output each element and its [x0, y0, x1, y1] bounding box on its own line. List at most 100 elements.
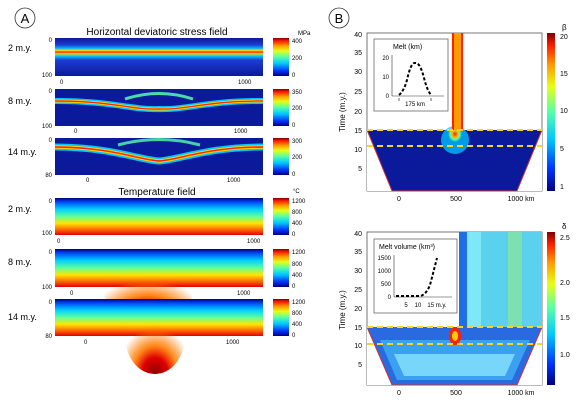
colorbar-tick: 0: [292, 284, 296, 290]
melt-curve: [398, 61, 432, 96]
colorbar-tick: 5: [560, 146, 564, 153]
colorbar-tick: 400: [292, 221, 303, 227]
inset-y-tick: 0: [386, 94, 390, 100]
x-tick: 0: [57, 239, 61, 245]
panel-a: A Horizontal deviatoric stress field MPa…: [8, 7, 311, 374]
y-tick: 30: [354, 69, 362, 76]
colorbar-tick: 0: [292, 172, 296, 178]
inset-y-tick: 1000: [378, 269, 392, 275]
stress-arch: [124, 92, 194, 101]
colorbar-tick: 1.5: [560, 315, 570, 322]
x-tick: 1000: [247, 239, 261, 245]
x-tick: 0: [397, 390, 401, 397]
colorbar-tick: 800: [292, 210, 303, 216]
panel-a-label: A: [21, 11, 30, 26]
x-tick: 0: [60, 80, 64, 86]
colorbar-tick: 1200: [292, 250, 306, 256]
colorbar-tick: 0: [292, 73, 296, 79]
depth-tick: 0: [49, 38, 53, 44]
inset-y-tick: 0: [388, 295, 392, 301]
temperature-colorbar: [273, 198, 289, 235]
y-tick: 40: [354, 231, 362, 238]
stress-colorbar: [273, 138, 289, 175]
stress-field-plot: [55, 38, 263, 76]
colorbar-tick: 400: [292, 322, 303, 328]
delta-column-band: [508, 232, 522, 327]
temperature-colorbar: [273, 249, 289, 287]
panel-b-label: B: [335, 11, 344, 26]
y-axis-label: Time (m.y.): [338, 290, 347, 330]
colorbar-tick: 2.5: [560, 235, 570, 242]
colorbar-tick: 1200: [292, 199, 306, 205]
colorbar-tick: 0: [292, 333, 296, 339]
depth-tick: 100: [42, 124, 53, 130]
inset-x-tick: 5: [404, 303, 408, 309]
x-tick: 1000 km: [508, 390, 535, 397]
beta-plot: 40 35 30 25 20 15 10 5 Time (m.y.) 0 500…: [338, 23, 568, 203]
y-tick: 10: [354, 343, 362, 350]
y-tick: 20: [354, 306, 362, 313]
colorbar-tick: 1.0: [560, 352, 570, 359]
x-tick: 1000: [234, 129, 248, 135]
y-tick: 5: [358, 362, 362, 369]
y-tick: 15: [354, 128, 362, 135]
x-tick: 1000: [227, 178, 241, 184]
temperature-row-2my: 2 m.y. 0 100 0 1000 1200 800 400 0: [8, 198, 306, 245]
row-time-label: 8 m.y.: [8, 96, 32, 106]
colorbar-tick: 2.0: [560, 280, 570, 287]
colorbar-title: β: [562, 23, 567, 32]
x-tick: 1000: [237, 291, 251, 297]
inset-y-tick: 1500: [378, 256, 392, 262]
inset-title: Melt volume (km³): [379, 244, 435, 251]
x-tick: 1000: [238, 80, 252, 86]
x-tick: 0: [84, 340, 88, 346]
colorbar-tick: 200: [292, 155, 303, 161]
depth-tick: 100: [42, 285, 53, 291]
stress-row-8my: 8 m.y. 0 100 0 1000 350 200 0: [8, 89, 303, 135]
delta-column-edge: [459, 232, 467, 327]
stress-title: Horizontal deviatoric stress field: [86, 27, 227, 38]
stress-arch: [117, 138, 201, 147]
colorbar-tick: 300: [292, 139, 303, 145]
depth-tick: 100: [42, 231, 53, 237]
temperature-colorbar: [273, 299, 289, 336]
x-tick: 0: [70, 291, 74, 297]
basin-outline: [366, 129, 543, 192]
inset-y-tick: 20: [382, 56, 389, 62]
y-tick: 35: [354, 249, 362, 256]
inset-y-tick: 500: [381, 282, 392, 288]
basin-outline: [366, 326, 543, 386]
colorbar-tick: 400: [292, 39, 303, 45]
colorbar-tick: 400: [292, 273, 303, 279]
x-tick: 1000: [226, 340, 240, 346]
depth-tick: 80: [45, 334, 52, 340]
panel-b-badge: [328, 7, 350, 29]
x-tick: 0: [397, 196, 401, 203]
delta-column-band: [467, 232, 481, 327]
colorbar-tick: 800: [292, 262, 303, 268]
y-tick: 25: [354, 89, 362, 96]
delta-plot: 40 35 30 25 20 15 10 5 Time (m.y.) 0 500…: [338, 222, 570, 397]
panel-b: B 40 35 30 25 20 15 10 5 Time (m.y.) 0 5…: [328, 7, 570, 397]
x-tick: 500: [450, 196, 462, 203]
y-tick: 35: [354, 50, 362, 57]
beta-colorbar: [547, 33, 555, 191]
stress-unit: MPa: [298, 31, 311, 37]
melt-volume-inset: [373, 238, 458, 314]
inset-y-tick: 10: [382, 75, 389, 81]
x-tick: 500: [450, 390, 462, 397]
y-axis-label: Time (m.y.): [338, 92, 347, 132]
colorbar-tick: 1: [560, 184, 564, 191]
x-tick: 0: [86, 178, 90, 184]
beta-column-core: [454, 33, 461, 130]
row-time-label: 2 m.y.: [8, 204, 32, 214]
depth-tick: 100: [42, 73, 53, 79]
stress-band-core: [54, 100, 264, 110]
temperature-row-14my: 14 m.y. 0 80 0 1000 1200 800 400 0: [8, 298, 306, 374]
depth-tick: 0: [49, 199, 53, 205]
melt-volume-curve: [396, 257, 438, 297]
row-time-label: 14 m.y.: [8, 312, 37, 322]
x-tick: 1000 km: [508, 196, 535, 203]
stress-band-core: [54, 146, 264, 162]
